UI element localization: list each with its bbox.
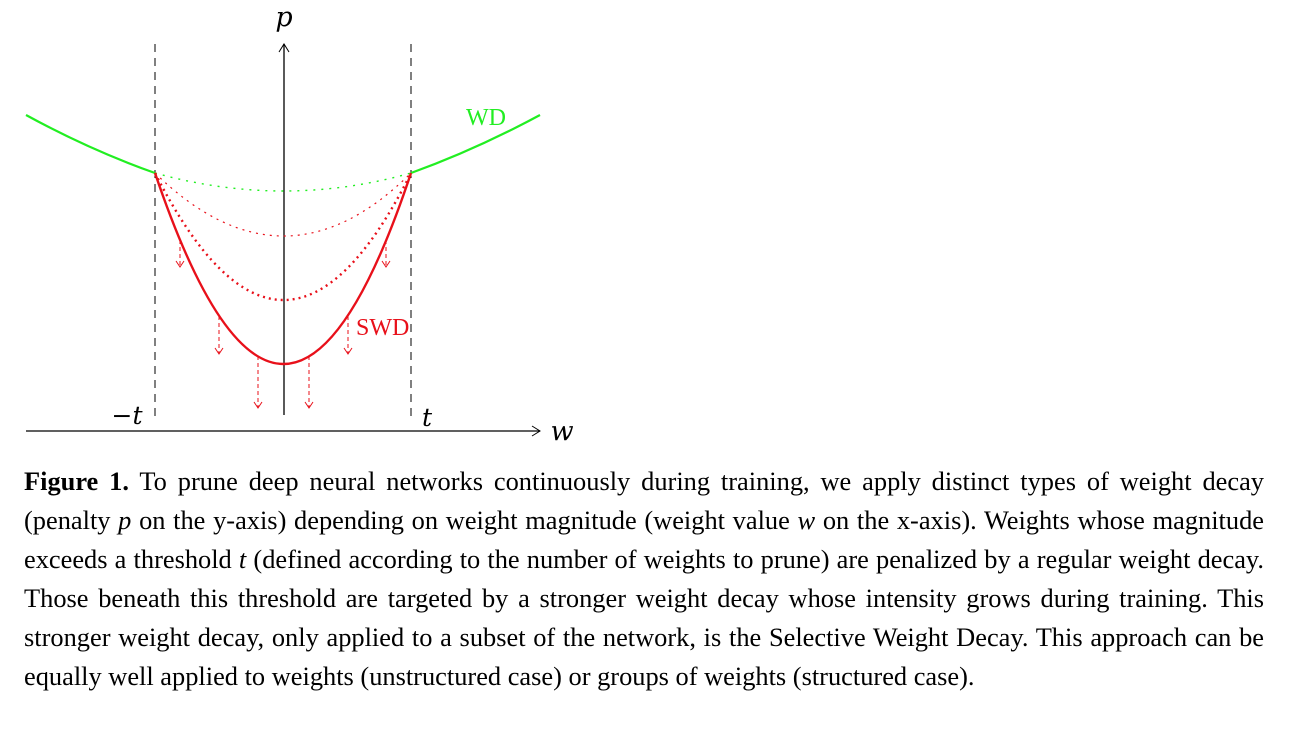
wd-curve-inner-dotted	[154, 172, 412, 192]
down-arrow-icon	[381, 240, 391, 268]
wd-curve-right	[410, 114, 541, 175]
caption-text: To prune deep neural networks continuous…	[24, 466, 1264, 535]
caption-var-p: p	[118, 505, 132, 535]
wd-curve-left	[25, 114, 156, 175]
caption-var-t: t	[238, 544, 247, 574]
down-arrow-icon	[253, 356, 263, 409]
caption-text: on the x-axis). Weights whose magnitude …	[24, 505, 1264, 574]
caption-text: on the y-axis) depending on weight magni…	[131, 505, 798, 535]
caption-text: (defined according to the number of weig…	[24, 544, 1264, 691]
swd-curve-step-1	[154, 172, 412, 237]
wd-label: WD	[466, 105, 506, 131]
threshold-label-neg: −t	[112, 401, 144, 430]
caption-figure-label: Figure 1.	[24, 466, 129, 496]
swd-curve-step-2	[153, 172, 413, 302]
down-arrow-icon	[214, 316, 224, 355]
x-axis-arrowhead	[531, 425, 541, 437]
figure-caption: Figure 1. To prune deep neural networks …	[24, 462, 1264, 696]
down-arrow-icon	[343, 316, 353, 355]
threshold-label-pos: t	[422, 403, 433, 432]
y-axis-arrowhead	[278, 43, 290, 53]
caption-var-w: w	[797, 505, 816, 535]
swd-label: SWD	[356, 315, 409, 341]
weight-decay-figure: p w −t t WD SWD	[25, 2, 574, 447]
penalty-increase-arrows	[175, 240, 391, 409]
down-arrow-icon	[304, 356, 314, 409]
down-arrow-icon	[175, 240, 185, 268]
swd-curve	[153, 172, 413, 365]
y-axis-label: p	[275, 2, 292, 33]
x-axis-label: w	[550, 416, 573, 447]
